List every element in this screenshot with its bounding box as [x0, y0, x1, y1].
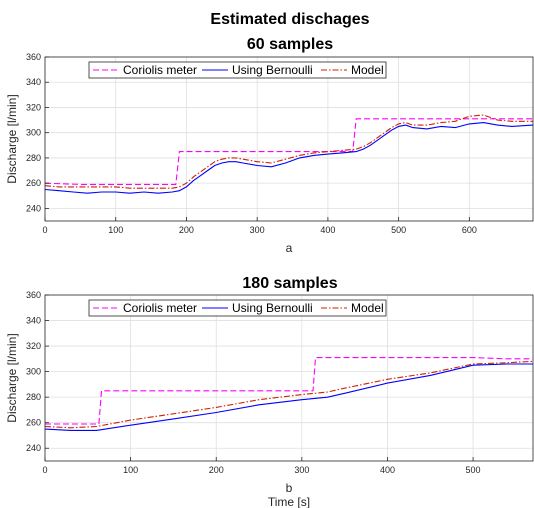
x-axis-label: a — [286, 241, 293, 255]
y-tick-label: 260 — [26, 418, 41, 428]
x-tick-label: 100 — [108, 225, 123, 235]
legend-entry-label: Coriolis meter — [123, 301, 197, 315]
x-axis-label: b — [286, 481, 293, 495]
series-line-coriolis-meter — [45, 357, 533, 425]
plot-area — [45, 295, 533, 461]
y-axis-label: Discharge [l/min] — [5, 333, 19, 422]
y-tick-label: 340 — [26, 77, 41, 87]
legend-box — [88, 299, 387, 317]
x-tick-label: 200 — [209, 465, 224, 475]
y-tick-label: 300 — [26, 128, 41, 138]
x-tick-label: 400 — [380, 465, 395, 475]
series-line-using-bernoulli — [45, 122, 533, 194]
legend-entry-label: Coriolis meter — [123, 63, 197, 77]
x-tick-label: 100 — [123, 465, 138, 475]
y-tick-label: 300 — [26, 367, 41, 377]
x-tick-label: 200 — [179, 225, 194, 235]
y-tick-label: 360 — [26, 52, 41, 62]
panel-bottom: 0 100 200 300 400 500 240 260 280 300 320 340 360 bTi… — [5, 290, 534, 508]
y-tick-label: 240 — [26, 443, 41, 453]
x-axis-sublabel: Time [s] — [268, 495, 310, 508]
series-line-using-bernoulli — [45, 363, 533, 431]
chart-title: Estimated dischages — [210, 11, 369, 28]
chart-subtitle-top: 60 samples — [247, 36, 333, 53]
x-tick-label: 500 — [391, 225, 406, 235]
y-axis-label: Discharge [l/min] — [5, 94, 19, 183]
y-tick-label: 320 — [26, 102, 41, 112]
chart-subtitle-bottom: 180 samples — [242, 275, 337, 292]
legend-box — [88, 61, 387, 79]
x-tick-label: 400 — [320, 225, 335, 235]
y-tick-label: 320 — [26, 341, 41, 351]
y-tick-label: 240 — [26, 203, 41, 213]
x-tick-label: 300 — [294, 465, 309, 475]
y-tick-label: 280 — [26, 392, 41, 402]
x-tick-label: 500 — [466, 465, 481, 475]
x-tick-label: 300 — [250, 225, 265, 235]
x-tick-label: 0 — [42, 225, 47, 235]
legend-entry-label: Using Bernoulli — [232, 63, 313, 77]
legend-entry-label: Model — [351, 63, 384, 77]
plot-area — [45, 57, 533, 221]
x-tick-label: 600 — [462, 225, 477, 235]
legend-entry-label: Using Bernoulli — [232, 301, 313, 315]
axes-box — [44, 294, 534, 462]
legend-entry-label: Model — [351, 301, 384, 315]
series-line-model — [45, 360, 533, 429]
x-tick-label: 0 — [42, 465, 47, 475]
series-line-model — [45, 114, 533, 189]
panel-top: 0 100 200 300 400 500 600 240 260 280 300 320 340 360… — [5, 52, 534, 255]
axes-box — [44, 56, 534, 222]
y-tick-label: 340 — [26, 316, 41, 326]
y-tick-label: 280 — [26, 153, 41, 163]
y-tick-label: 360 — [26, 290, 41, 300]
y-tick-label: 260 — [26, 178, 41, 188]
